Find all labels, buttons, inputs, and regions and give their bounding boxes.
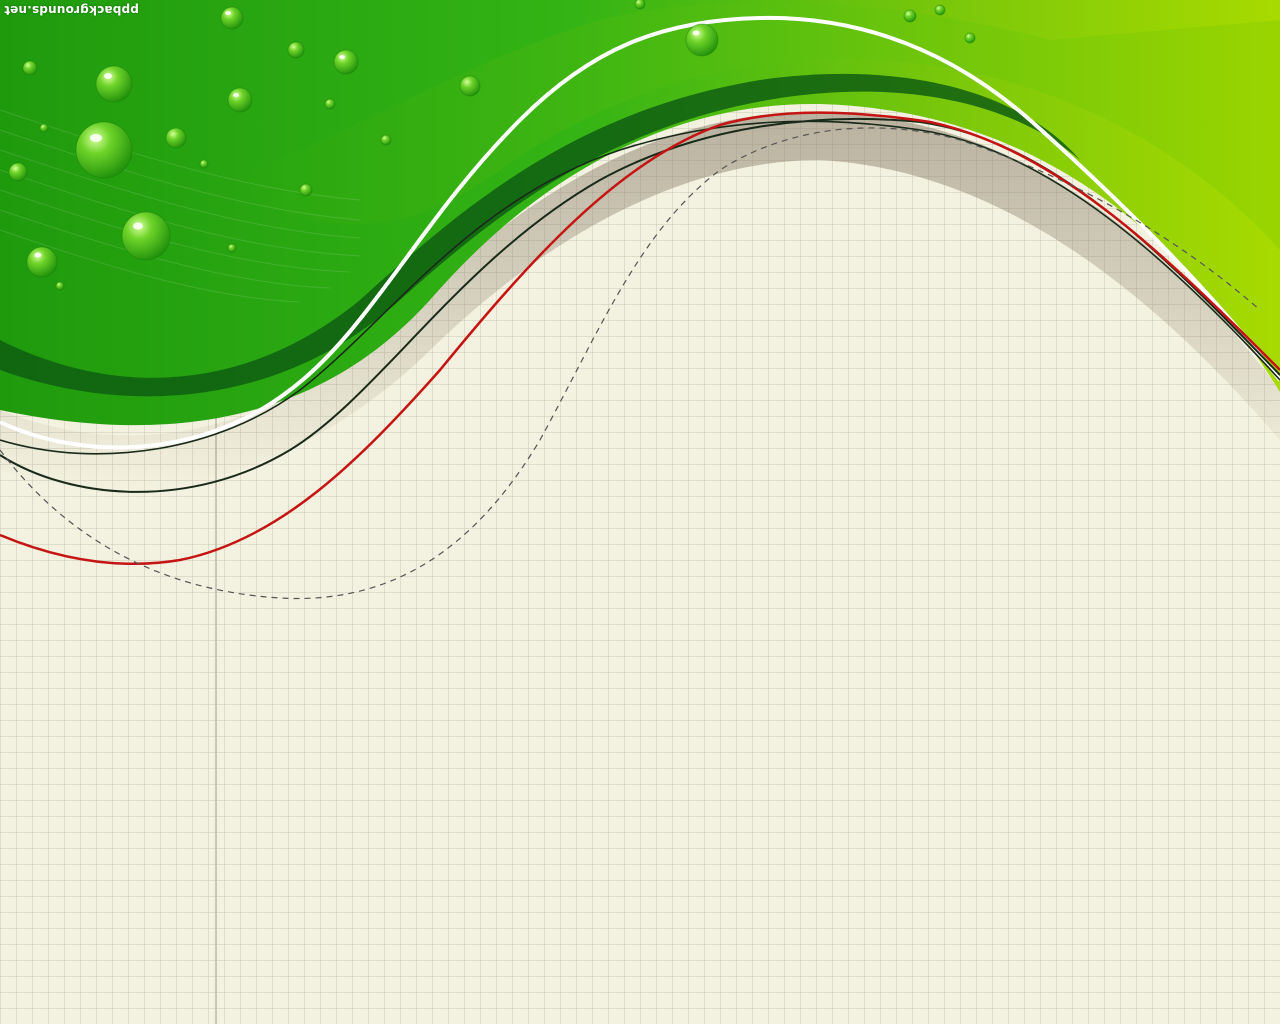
water-drop-icon <box>8 162 28 182</box>
band-shadow <box>0 111 1280 490</box>
water-drop-icon <box>55 281 65 291</box>
water-drop-icon <box>287 41 305 59</box>
water-drop-icon <box>324 98 336 110</box>
water-drop-icon <box>199 159 209 169</box>
white-curve <box>0 15 1280 450</box>
water-drop-icon <box>333 49 359 75</box>
water-drop-icon <box>903 9 917 23</box>
water-drop-icon <box>121 211 171 261</box>
water-drop-icon <box>39 123 49 133</box>
fine-line-texture <box>0 109 361 303</box>
water-drop-icons <box>8 0 976 291</box>
water-drop-icon <box>95 65 133 103</box>
water-drop-icon <box>22 60 38 76</box>
water-drop-icon <box>380 134 392 146</box>
water-drop-icon <box>220 6 244 30</box>
green-wave-band <box>0 0 1280 426</box>
water-drop-icon <box>299 183 313 197</box>
water-drop-icon <box>75 121 133 179</box>
water-drop-icon <box>934 4 946 16</box>
water-drop-icon <box>459 75 481 97</box>
water-drop-icon <box>964 32 976 44</box>
water-drop-icon <box>165 127 187 149</box>
water-drop-icon <box>634 0 646 10</box>
water-drop-icon <box>26 246 58 278</box>
watermark-text: ppbackgrounds.net <box>4 3 139 17</box>
red-curve <box>0 111 1280 566</box>
water-drop-icon <box>685 23 719 57</box>
water-drop-icon <box>227 87 253 113</box>
green-highlight-band <box>250 2 1280 250</box>
water-drop-icon <box>227 243 237 253</box>
dashed-curve <box>0 127 1261 600</box>
dark-curve-upper <box>0 120 1280 455</box>
